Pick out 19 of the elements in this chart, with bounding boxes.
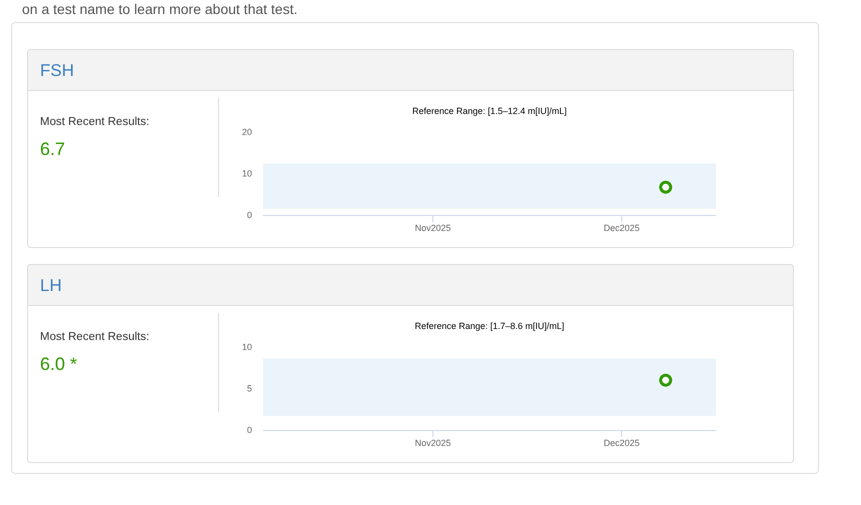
x-tick-label: Dec2025 — [604, 223, 640, 233]
chart-title: Reference Range: [1.5–12.4 m[IU]/mL] — [412, 106, 567, 116]
text: on a test name to learn more about that test. — [22, 1, 298, 17]
y-tick-label: 0 — [246, 425, 252, 436]
y-tick-label: 0 — [246, 210, 252, 220]
y-tick-label: 10 — [242, 342, 252, 352]
x-tick-label: Nov2025 — [414, 438, 451, 448]
chart-title: Reference Range: [1.7–8.6 m[IU]/mL] — [414, 321, 564, 331]
x-tick-label: Dec2025 — [604, 438, 640, 448]
x-tick-label: Nov2025 — [414, 223, 451, 233]
text: FSH — [40, 61, 74, 80]
text: Most Recent Results: — [40, 116, 150, 128]
text: 6.0 * — [40, 354, 78, 374]
text: Most Recent Results: — [40, 331, 150, 343]
text: LH — [40, 276, 62, 295]
y-tick-label: 20 — [242, 127, 252, 138]
y-tick-label: 10 — [242, 168, 252, 179]
y-tick-label: 5 — [246, 384, 252, 394]
text: 6.7 — [40, 139, 66, 159]
